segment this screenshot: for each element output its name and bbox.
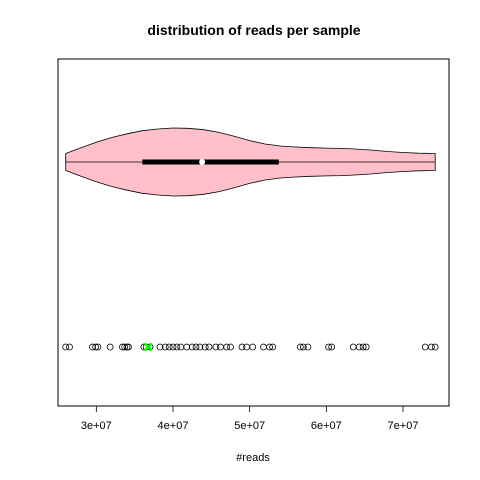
sample-point bbox=[188, 343, 196, 351]
x-tick-label: 6e+07 bbox=[311, 420, 342, 432]
sample-point bbox=[238, 343, 246, 351]
sample-point bbox=[349, 343, 357, 351]
sample-point bbox=[328, 343, 336, 351]
sample-point bbox=[106, 343, 114, 351]
x-tick-label: 3e+07 bbox=[81, 420, 112, 432]
sample-point bbox=[325, 343, 333, 351]
violin-median-dot bbox=[199, 159, 206, 165]
x-axis: 3e+07 4e+07 5e+07 6e+07 7e+07 bbox=[81, 406, 419, 432]
sample-point bbox=[121, 343, 129, 351]
sample-point bbox=[177, 343, 185, 351]
sample-point bbox=[223, 343, 231, 351]
sample-point bbox=[296, 343, 304, 351]
sample-point bbox=[161, 343, 169, 351]
sample-point bbox=[183, 343, 191, 351]
sample-point bbox=[227, 343, 234, 351]
sample-point bbox=[249, 343, 257, 351]
sample-point bbox=[421, 343, 429, 351]
sample-point bbox=[427, 343, 435, 351]
sample-point bbox=[196, 343, 204, 351]
sample-point bbox=[212, 343, 220, 351]
sample-point bbox=[362, 343, 370, 351]
sample-point bbox=[173, 343, 181, 351]
sample-point bbox=[169, 343, 177, 351]
sample-point bbox=[431, 343, 439, 351]
sample-point bbox=[266, 343, 274, 351]
chart-title: distribution of reads per sample bbox=[147, 22, 360, 38]
sample-point bbox=[217, 343, 224, 351]
x-tick-label: 4e+07 bbox=[158, 420, 189, 432]
sample-point bbox=[243, 343, 251, 351]
sample-point bbox=[355, 343, 363, 351]
sample-point bbox=[165, 343, 173, 351]
sample-point bbox=[66, 343, 73, 351]
sample-point bbox=[269, 343, 277, 351]
sample-point bbox=[205, 343, 213, 351]
sample-point bbox=[62, 343, 70, 351]
x-tick-label: 5e+07 bbox=[234, 420, 265, 432]
sample-point bbox=[299, 343, 307, 351]
plot-frame bbox=[57, 58, 450, 407]
sample-point bbox=[125, 343, 132, 351]
sample-point bbox=[192, 343, 200, 351]
x-tick-label: 7e+07 bbox=[388, 420, 419, 432]
sample-point bbox=[89, 343, 96, 351]
sample-point bbox=[201, 343, 209, 351]
sample-point bbox=[260, 343, 267, 351]
sample-point bbox=[94, 343, 102, 351]
sample-point bbox=[156, 343, 164, 351]
x-axis-label: #reads bbox=[236, 452, 270, 464]
sample-point bbox=[304, 343, 312, 351]
sample-point bbox=[359, 343, 367, 351]
highlight-point bbox=[144, 342, 153, 352]
sample-points bbox=[62, 342, 439, 352]
sample-point bbox=[92, 343, 99, 351]
violin-group bbox=[65, 127, 436, 197]
